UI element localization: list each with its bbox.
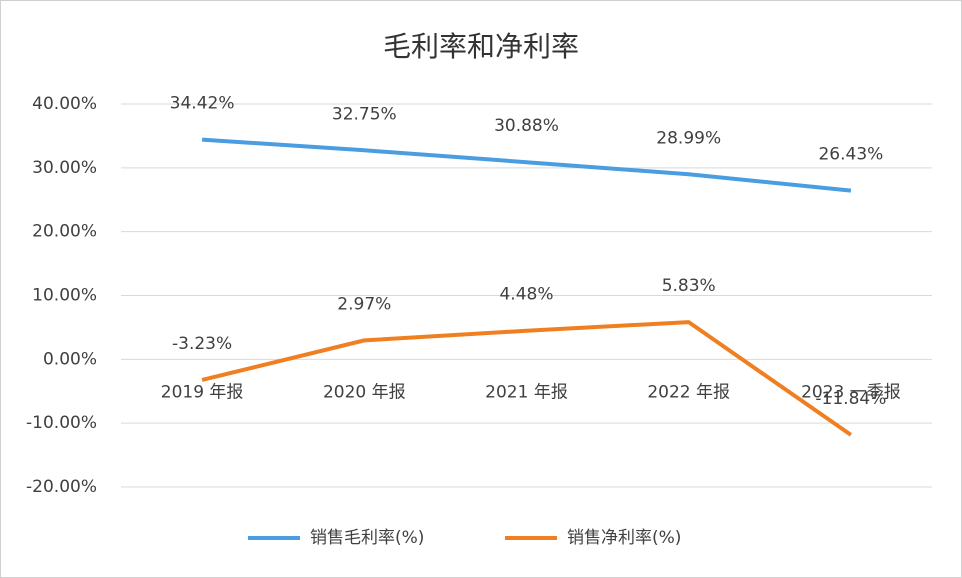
y-tick-label: 20.00% [32,222,97,242]
chart-title: 毛利率和净利率 [383,30,579,63]
y-tick-label: 0.00% [43,349,97,369]
legend-label: 销售净利率(%) [567,528,681,548]
data-label: 2.97% [337,294,391,314]
data-label: 26.43% [818,145,883,165]
data-label: 30.88% [494,116,559,136]
data-label: 5.83% [662,276,716,296]
x-tick-label: 2019 年报 [161,382,244,402]
series-line [201,137,852,193]
y-tick-label: 40.00% [32,94,97,114]
data-label: 28.99% [656,128,721,148]
series-line [201,320,853,437]
y-tick-label: -10.00% [26,413,97,433]
data-label: 34.42% [170,94,235,114]
legend-label: 销售毛利率(%) [310,528,424,548]
data-label: 32.75% [332,104,397,124]
x-tick-label: 2023 一季报 [801,382,901,402]
x-tick-label: 2020 年报 [323,382,406,402]
x-tick-label: 2022 年报 [647,382,730,402]
y-tick-label: 30.00% [32,158,97,178]
x-tick-label: 2021 年报 [485,382,568,402]
data-label: -3.23% [172,334,232,354]
data-label: -11.84% [815,389,886,409]
data-label: 4.48% [499,285,553,305]
y-tick-label: 10.00% [32,286,97,306]
y-tick-label: -20.00% [26,477,97,497]
